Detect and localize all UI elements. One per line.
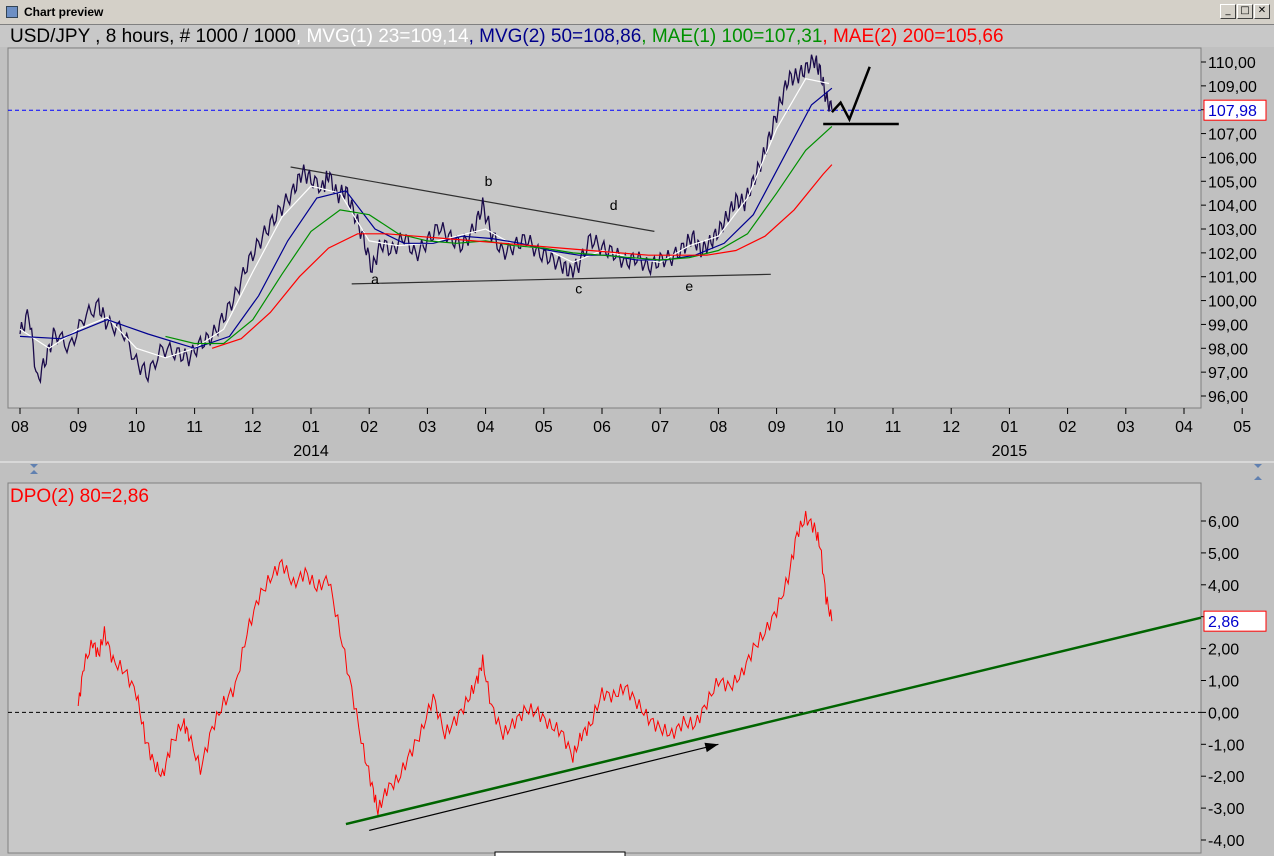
x-year-label: 2014 xyxy=(293,443,329,460)
dpo-series-group xyxy=(8,510,1202,832)
price-x-axis: 08 09 10 11 12 01 02 03 04 05 06 07 08 09 10 11 12 01 02 03… xyxy=(11,408,1251,460)
indicator-legend-3: , MAE(2) 200=105,66 xyxy=(822,26,1003,47)
x-month-label: 06 xyxy=(593,419,611,436)
x-month-label: 01 xyxy=(1001,419,1019,436)
indicator-legend-0: , MVG(1) 23=109,14 xyxy=(296,26,469,47)
collapse-arrow-icon[interactable] xyxy=(30,464,38,468)
window-title: Chart preview xyxy=(24,5,104,19)
dpo-y-tick-label: -4,00 xyxy=(1208,833,1245,850)
x-month-label: 12 xyxy=(244,419,262,436)
momentum-arrow xyxy=(369,743,719,832)
x-month-label: 03 xyxy=(419,419,437,436)
price-series-group: a b c d e xyxy=(8,54,1201,385)
x-month-label: 12 xyxy=(942,419,960,436)
scrollbar-thumb[interactable] xyxy=(494,851,626,856)
indicator-legend-2: , MAE(1) 100=107,31 xyxy=(641,26,822,47)
wave-label: c xyxy=(575,280,582,296)
x-month-label: 11 xyxy=(186,419,203,436)
wave-label: d xyxy=(610,197,618,213)
price-y-tick-label: 103,00 xyxy=(1208,222,1257,239)
current-dpo-label: 2,86 xyxy=(1208,614,1239,631)
dpo-y-tick-label: -3,00 xyxy=(1208,801,1245,818)
price-y-tick-label: 99,00 xyxy=(1208,317,1248,334)
x-month-label: 02 xyxy=(360,419,378,436)
price-y-tick-label: 98,00 xyxy=(1208,341,1248,358)
x-month-label: 04 xyxy=(477,419,495,436)
dpo-series-line xyxy=(77,510,833,816)
x-month-label: 02 xyxy=(1059,419,1077,436)
x-month-label: 08 xyxy=(710,419,728,436)
dpo-y-tick-label: -1,00 xyxy=(1208,737,1245,754)
x-month-label: 11 xyxy=(885,419,902,436)
arrow-head-icon xyxy=(704,742,719,753)
dpo-chart-title: DPO(2) 80=2,86 xyxy=(10,486,149,507)
x-year-label: 2015 xyxy=(992,443,1028,460)
price-y-tick-label: 110,00 xyxy=(1208,55,1256,72)
wave-label: b xyxy=(485,173,493,189)
minimize-button[interactable]: _ xyxy=(1220,4,1236,19)
price-series-line xyxy=(19,54,833,385)
price-chart-title: USD/JPY , 8 hours, # 1000 / 1000, MVG(1)… xyxy=(10,26,1004,47)
wave-label: e xyxy=(685,278,693,294)
x-month-label: 09 xyxy=(768,419,786,436)
x-month-label: 01 xyxy=(302,419,320,436)
app-icon xyxy=(6,6,18,18)
x-month-label: 07 xyxy=(651,419,669,436)
indicator-legend-1: , MVG(2) 50=108,86 xyxy=(469,26,642,47)
x-month-label: 10 xyxy=(826,419,844,436)
current-dpo-box xyxy=(1203,610,1267,632)
dpo-y-tick-label: 1,00 xyxy=(1208,674,1239,691)
price-plot-area xyxy=(7,47,1202,409)
price-y-tick-label: 109,00 xyxy=(1208,79,1257,96)
dpo-y-tick-label: 2,00 xyxy=(1208,642,1239,659)
x-month-label: 03 xyxy=(1117,419,1135,436)
price-y-tick-label: 106,00 xyxy=(1208,150,1257,167)
x-month-label: 05 xyxy=(535,419,553,436)
price-header xyxy=(0,25,1274,47)
x-month-label: 08 xyxy=(11,419,29,436)
price-trend-line xyxy=(830,66,871,123)
x-month-label: 10 xyxy=(128,419,146,436)
price-title-text: USD/JPY , 8 hours, # 1000 / 1000 xyxy=(10,26,296,47)
dpo-support-line xyxy=(345,616,1202,826)
current-price-label: 107,98 xyxy=(1208,103,1257,120)
x-month-label: 09 xyxy=(69,419,87,436)
price-series-line xyxy=(19,87,833,349)
price-y-axis: 110,00109,00108,00107,00106,00105,00104,… xyxy=(1201,55,1267,406)
dpo-y-tick-label: 4,00 xyxy=(1208,578,1239,595)
dpo-y-axis: 6,005,004,003,002,001,000,00-1,00-2,00-3… xyxy=(1201,514,1267,850)
price-y-tick-label: 97,00 xyxy=(1208,365,1248,382)
expand-arrow-icon[interactable] xyxy=(30,470,38,474)
price-y-tick-label: 100,00 xyxy=(1208,294,1257,311)
dpo-y-tick-label: 0,00 xyxy=(1208,705,1239,722)
price-y-tick-label: 101,00 xyxy=(1208,270,1257,287)
price-series-line xyxy=(211,164,833,349)
dpo-y-tick-label: 6,00 xyxy=(1208,514,1239,531)
panel-separator[interactable] xyxy=(0,461,1274,483)
panel-expand-icon[interactable] xyxy=(1254,476,1262,480)
price-trend-line xyxy=(290,166,655,232)
x-month-label: 05 xyxy=(1233,419,1251,436)
window-titlebar: Chart preview _ □ ✕ xyxy=(0,0,1274,25)
maximize-button[interactable]: □ xyxy=(1237,4,1253,19)
current-price-box xyxy=(1203,99,1267,121)
dpo-y-tick-label: 5,00 xyxy=(1208,546,1239,563)
price-y-tick-label: 96,00 xyxy=(1208,389,1248,406)
price-y-tick-label: 107,00 xyxy=(1208,127,1257,144)
price-y-tick-label: 102,00 xyxy=(1208,246,1257,263)
dpo-plot-area xyxy=(7,482,1202,854)
panel-collapse-icon[interactable] xyxy=(1254,464,1262,468)
price-y-tick-label: 104,00 xyxy=(1208,198,1257,215)
price-trend-line xyxy=(351,273,771,285)
wave-label: a xyxy=(371,271,379,287)
dpo-y-tick-label: -2,00 xyxy=(1208,769,1245,786)
x-month-label: 04 xyxy=(1175,419,1193,436)
price-y-tick-label: 105,00 xyxy=(1208,174,1257,191)
close-button[interactable]: ✕ xyxy=(1254,4,1270,19)
